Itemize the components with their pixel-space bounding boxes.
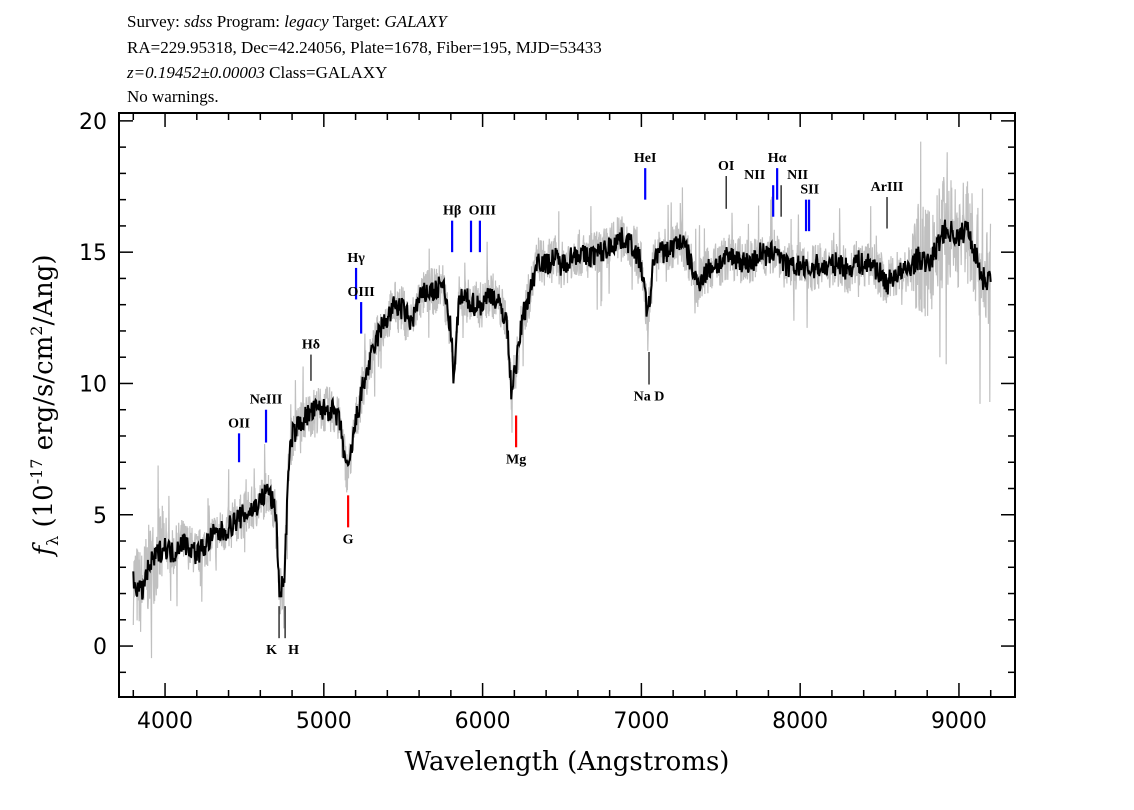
x-tick-label: 9000 — [931, 709, 987, 734]
line-label: K — [266, 643, 277, 658]
line-label: OIII — [348, 285, 375, 300]
line-label: Na D — [634, 390, 665, 405]
line-label: G — [343, 532, 354, 547]
line-label: H — [288, 643, 299, 658]
target-value: GALAXY — [384, 12, 447, 31]
header-line-coordinates: RA=229.95318, Dec=42.24056, Plate=1678, … — [127, 38, 602, 57]
line-label: HeI — [634, 151, 657, 166]
x-tick-label: 7000 — [613, 709, 669, 734]
line-label: Mg — [506, 452, 526, 467]
survey-value: sdss — [184, 12, 213, 31]
survey-label: Survey: — [127, 12, 185, 31]
program-value: legacy — [284, 12, 329, 31]
program-label: Program: — [212, 12, 285, 31]
line-label: NeIII — [250, 393, 283, 408]
line-label: OIII — [469, 204, 496, 219]
y-tick-label: 5 — [93, 504, 107, 529]
x-axis-title: Wavelength (Angstroms) — [405, 747, 730, 777]
y-tick-label: 20 — [79, 110, 107, 135]
class-value: Class=GALAXY — [264, 63, 388, 82]
line-label: Hβ — [443, 204, 461, 219]
plot-frame — [118, 112, 1016, 698]
line-label: SII — [800, 183, 819, 198]
y-tick-label: 0 — [93, 635, 107, 660]
line-label: OI — [718, 159, 734, 174]
line-label: Hδ — [302, 338, 320, 353]
axes: 4000 5000 6000 7000 8000 9000 0 5 10 15 20 — [79, 110, 1016, 734]
x-tick-label: 8000 — [772, 709, 828, 734]
x-tick-label: 6000 — [455, 709, 511, 734]
header-line-survey: Survey: sdss Program: legacy Target: GAL… — [127, 12, 447, 32]
line-label: NII — [744, 168, 765, 183]
x-tick-label: 5000 — [296, 709, 352, 734]
header-line-warnings: No warnings. — [127, 87, 219, 106]
line-label: NII — [787, 168, 808, 183]
header-line-redshift: z=0.19452±0.00003 Class=GALAXY — [127, 63, 387, 83]
flux-series — [132, 219, 992, 600]
line-label: OII — [228, 416, 250, 431]
target-label: Target: — [328, 12, 385, 31]
flux-line — [132, 219, 992, 600]
redshift-value: z=0.19452±0.00003 — [127, 63, 265, 82]
line-label: ArIII — [871, 180, 904, 195]
y-tick-label: 10 — [79, 372, 107, 397]
y-tick-label: 15 — [79, 241, 107, 266]
x-tick-label: 4000 — [137, 709, 193, 734]
line-label: Hγ — [347, 251, 365, 266]
line-label: Hα — [768, 151, 787, 166]
y-axis-title: fλ (10-17 erg/s/cm2/Ang) — [27, 254, 62, 557]
